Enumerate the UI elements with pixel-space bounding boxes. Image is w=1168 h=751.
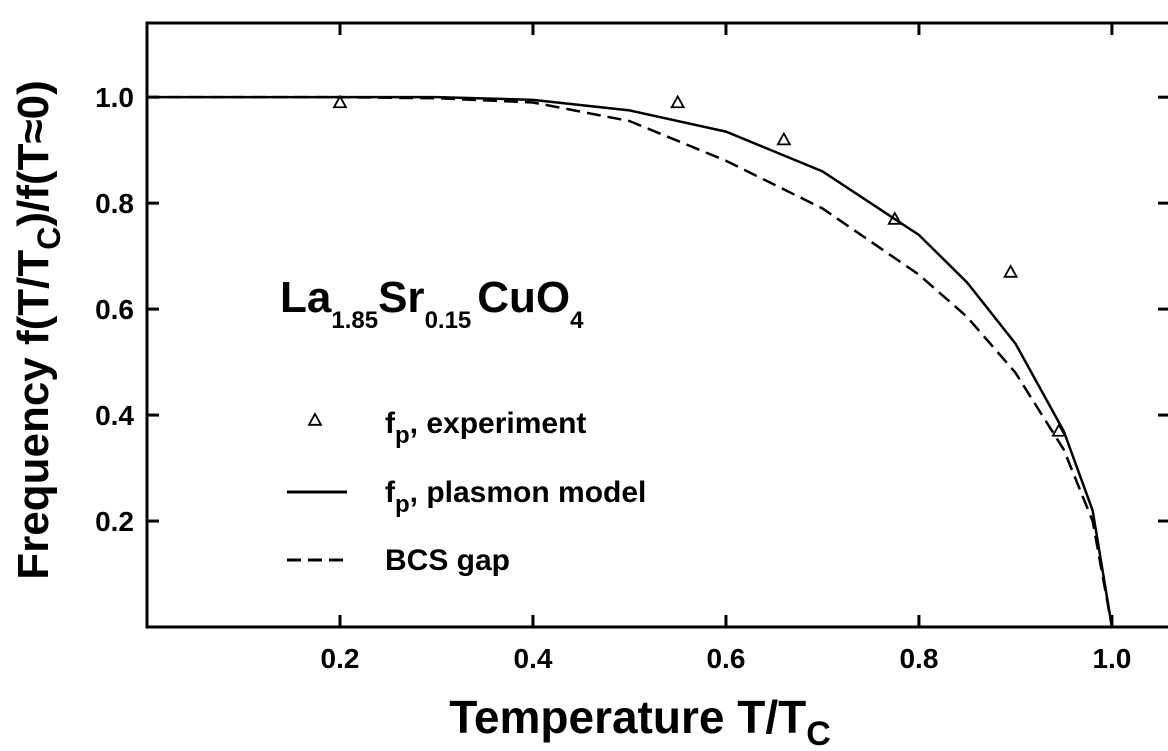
y-tick-label: 0.8 (95, 188, 134, 219)
annotation: La1.85Sr0.15 CuO4 (280, 273, 584, 334)
data-point (1051, 423, 1067, 437)
legend-label: BCS gap (385, 544, 510, 577)
legend-text: , experiment (410, 407, 587, 440)
x-tick-label: 1.0 (1092, 643, 1131, 674)
data-point (1003, 264, 1019, 278)
plot-frame (145, 21, 1168, 629)
annotation-text: CuO (477, 273, 570, 322)
y-label-text: Frequency f(T/T (9, 250, 58, 580)
legend-text: p (395, 422, 410, 449)
legend-text: p (395, 491, 410, 518)
y-tick-label: 0.4 (95, 400, 134, 431)
legend-text: f (385, 407, 396, 440)
x-axis-label: Temperature T/TC (449, 691, 831, 751)
y-tick-label: 1.0 (95, 82, 134, 113)
x-tick-label: 0.4 (514, 643, 553, 674)
annotation-text: La (280, 273, 332, 322)
x-label-text: Temperature T/T (449, 691, 806, 743)
data-line (147, 95, 1114, 628)
legend-label: fp, plasmon model (385, 476, 646, 518)
legend-text: , plasmon model (410, 476, 647, 509)
x-tick-label: 0.8 (899, 643, 938, 674)
legend-text: BCS gap (385, 544, 510, 577)
y-label-sub: C (31, 227, 67, 250)
annotation-sub: 0.15 (425, 307, 472, 334)
legend-text: f (385, 476, 396, 509)
data-point (776, 131, 792, 146)
x-tick-label: 0.2 (321, 643, 360, 674)
legend-marker (307, 412, 323, 426)
y-axis-label: Frequency f(T/TC)/f(T≈0) (9, 80, 67, 579)
data-line (147, 95, 1114, 628)
legend-label: fp, experiment (385, 407, 586, 449)
y-label-text: )/f(T≈0) (9, 80, 58, 226)
data-point (332, 94, 348, 109)
annotation-sub: 1.85 (331, 307, 378, 334)
y-tick-label: 0.6 (95, 294, 134, 325)
annotation-text: Sr (378, 273, 424, 322)
x-tick-label: 0.6 (706, 643, 745, 674)
annotation-sub: 4 (570, 307, 584, 334)
y-tick-label: 0.2 (95, 506, 134, 537)
x-label-sub: C (806, 715, 831, 751)
data-point (670, 94, 686, 109)
